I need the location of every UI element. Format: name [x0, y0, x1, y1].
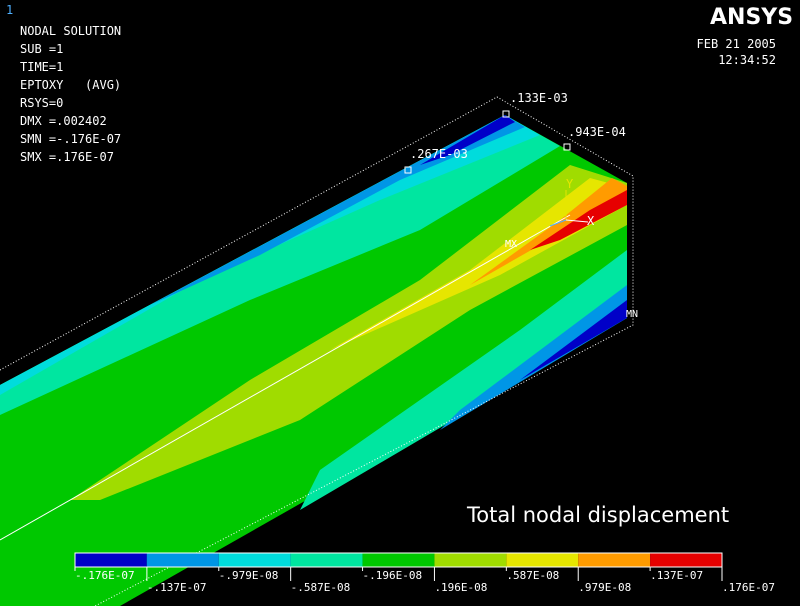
- header-line: RSYS=0: [20, 96, 63, 110]
- band-teal-low: [300, 250, 627, 510]
- edge-line: [0, 214, 571, 541]
- axis-y-label: Y: [566, 177, 574, 191]
- legend-label: .979E-08: [578, 581, 631, 594]
- header-line: DMX =.002402: [20, 114, 107, 128]
- legend-label: -.587E-08: [291, 581, 351, 594]
- node-marker: [404, 166, 412, 174]
- node-marker: [502, 110, 510, 118]
- band-lightblue-low: [440, 285, 627, 430]
- window-number: 1: [6, 3, 13, 17]
- max-label: MX: [505, 239, 517, 250]
- axis-x: [565, 219, 589, 223]
- axis-x-label: X: [587, 214, 595, 228]
- time: 12:34:52: [718, 53, 776, 67]
- legend-label: .137E-07: [650, 569, 703, 582]
- band-red: [530, 190, 627, 250]
- node-label: .133E-03: [510, 91, 568, 105]
- band-orange: [470, 178, 627, 285]
- legend-swatch: [434, 553, 507, 567]
- band-teal: [0, 115, 560, 415]
- legend-label: -.176E-07: [75, 569, 135, 582]
- header-line: NODAL SOLUTION: [20, 24, 121, 38]
- legend-frame: [74, 552, 723, 568]
- header-line: SMN =-.176E-07: [20, 132, 121, 146]
- legend: -.176E-07 -.137E-07 -.979E-08 -.587E-08 -.19…: [74, 552, 775, 594]
- legend-swatch: [75, 553, 147, 567]
- legend-swatch: [146, 553, 219, 567]
- node-label: .267E-03: [410, 147, 468, 161]
- legend-label: .196E-08: [434, 581, 487, 594]
- logo: ANSYS: [710, 5, 793, 30]
- header-line: SMX =.176E-07: [20, 150, 114, 164]
- legend-swatch: [362, 553, 435, 567]
- band-blue: [420, 115, 515, 165]
- band-yellowgreen: [70, 165, 627, 500]
- legend-swatch: [290, 553, 363, 567]
- header-line: TIME=1: [20, 60, 63, 74]
- legend-label: .587E-08: [506, 569, 559, 582]
- legend-label: -.979E-08: [219, 569, 279, 582]
- band-blue-low: [520, 300, 627, 380]
- node-marker: [563, 143, 571, 151]
- bounding-box: [0, 96, 634, 606]
- band-yellow: [330, 178, 627, 350]
- beam-model: [0, 96, 634, 606]
- date: FEB 21 2005: [697, 37, 776, 51]
- caption: Total nodal displacement: [466, 503, 729, 527]
- node-label: .943E-04: [568, 125, 626, 139]
- legend-label: -.196E-08: [363, 569, 423, 582]
- legend-label: .176E-07: [722, 581, 775, 594]
- band-cyan: [0, 115, 540, 395]
- legend-swatch: [578, 553, 651, 567]
- axis-z: [549, 219, 567, 227]
- band-lightblue: [150, 115, 525, 305]
- legend-swatch: [506, 553, 579, 567]
- min-label: MN: [626, 309, 638, 320]
- legend-label: -.137E-07: [147, 581, 207, 594]
- legend-swatch: [218, 553, 291, 567]
- header-line: SUB =1: [20, 42, 63, 56]
- header-line: EPTOXY (AVG): [20, 78, 121, 92]
- header: NODAL SOLUTION SUB =1 TIME=1 EPTOXY (AVG) RS…: [20, 24, 121, 164]
- legend-swatch: [650, 553, 722, 567]
